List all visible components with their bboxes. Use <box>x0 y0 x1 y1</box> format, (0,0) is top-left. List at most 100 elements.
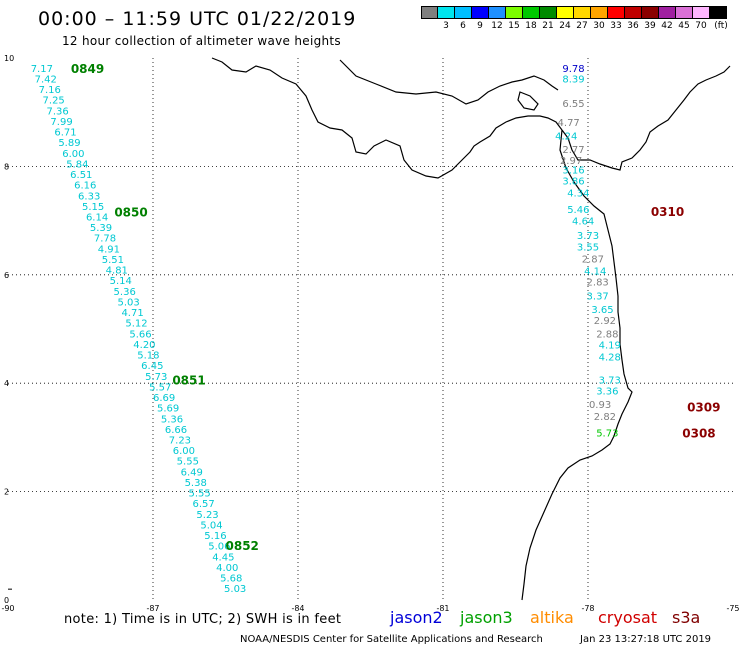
coastal-value-label: 2.97 <box>560 156 582 167</box>
y-tick-label: 4 <box>4 379 9 388</box>
color-scale-swatch <box>506 6 523 19</box>
track-value-label: 7.78 <box>94 234 116 245</box>
coastal-value-label: 4.64 <box>572 217 594 228</box>
track-value-label: 5.57 <box>149 382 171 393</box>
track-value-label: 4.81 <box>106 266 128 277</box>
track-value-label: 5.68 <box>220 574 242 585</box>
track-value-label: 5.66 <box>129 329 151 340</box>
axis-ticks: -90 -87 -84 -81 -78 -75 0 2 4 6 8 10 <box>1 54 739 613</box>
satellite-legend-jason3: jason3 <box>460 608 513 627</box>
jason3-track-values: 7.177.427.167.257.367.996.715.896.005.84… <box>31 64 247 595</box>
coastal-time-label: 0308 <box>682 427 715 441</box>
track-value-label: 5.06 <box>208 542 230 553</box>
track-value-label: 5.73 <box>145 372 167 383</box>
color-scale-label: 3 <box>443 21 449 31</box>
coastal-value-label: 3.73 <box>599 375 621 386</box>
coastal-value-label: 3.16 <box>562 166 584 177</box>
satellite-legend-cryosat: cryosat <box>598 608 658 627</box>
coastal-value-label: 4.19 <box>599 340 621 351</box>
color-scale-label: 70 <box>695 21 707 31</box>
track-value-label: 5.03 <box>224 584 246 595</box>
color-scale-swatch <box>710 6 727 19</box>
track-value-label: 5.84 <box>66 159 88 170</box>
track-time-label: 0851 <box>172 373 205 387</box>
color-scale-swatches <box>421 6 727 19</box>
color-scale-swatch <box>574 6 591 19</box>
track-value-label: 7.99 <box>50 117 72 128</box>
track-value-label: 5.15 <box>82 202 104 213</box>
color-scale-swatch <box>472 6 489 19</box>
color-scale-label: 36 <box>627 21 639 31</box>
coastline-colombia <box>521 129 633 601</box>
coastal-value-label: 9.78 <box>562 64 584 75</box>
color-scale-label: 18 <box>525 21 537 31</box>
coastal-value-label: 3.55 <box>577 243 599 254</box>
x-tick-label: -81 <box>436 604 449 613</box>
color-scale-label: 12 <box>491 21 503 31</box>
coastal-value-label: 2.88 <box>596 329 618 340</box>
track-value-label: 5.69 <box>157 404 179 415</box>
satellite-legend-jason2: jason2 <box>390 608 443 627</box>
color-scale-swatch <box>642 6 659 19</box>
track-value-label: 7.36 <box>46 106 68 117</box>
island-coast <box>517 91 539 111</box>
color-scale-swatch <box>421 6 438 19</box>
coastal-value-label: 4.24 <box>555 132 577 143</box>
coastal-value-label: 4.77 <box>558 118 580 129</box>
color-scale-swatch <box>625 6 642 19</box>
track-value-label: 6.00 <box>62 149 84 160</box>
color-scale-swatch <box>523 6 540 19</box>
track-value-label: 4.20 <box>133 340 155 351</box>
color-scale-label: 9 <box>477 21 483 31</box>
coastal-value-label: 2.92 <box>594 316 616 327</box>
color-scale-swatch <box>438 6 455 19</box>
track-value-label: 6.45 <box>141 361 163 372</box>
track-value-label: 7.23 <box>169 435 191 446</box>
track-time-label: 0849 <box>71 62 104 76</box>
coastal-value-label: 2.87 <box>582 255 604 266</box>
track-value-label: 4.71 <box>121 308 143 319</box>
coastal-value-label: 5.46 <box>567 205 589 216</box>
track-value-label: 5.55 <box>189 489 211 500</box>
color-scale-swatch <box>540 6 557 19</box>
map-subtitle: 12 hour collection of altimeter wave hei… <box>62 34 341 48</box>
coastal-value-label: 3.36 <box>596 386 618 397</box>
color-scale-label: 24 <box>559 21 571 31</box>
track-value-label: 6.51 <box>70 170 92 181</box>
credit-text: NOAA/NESDIS Center for Satellite Applica… <box>240 634 543 645</box>
y-tick-label: 2 <box>4 488 9 497</box>
track-time-label: 0852 <box>226 539 259 553</box>
coastal-value-label: 3.65 <box>591 305 613 316</box>
coastal-value-label: 3.37 <box>587 291 609 302</box>
color-scale-swatch <box>608 6 625 19</box>
y-tick-label: 0 <box>4 596 9 605</box>
satellite-legend-s3a: s3a <box>672 608 701 627</box>
color-scale-label: 21 <box>542 21 554 31</box>
track-value-label: 5.38 <box>185 478 207 489</box>
coastal-value-label: 6.55 <box>562 99 584 110</box>
jason3-track-times: 0849 0850 0851 0852 <box>71 62 259 553</box>
coastal-value-label: 2.77 <box>562 145 584 156</box>
track-value-label: 6.66 <box>165 425 187 436</box>
track-value-label: 6.14 <box>86 213 108 224</box>
track-value-label: 6.00 <box>173 446 195 457</box>
coastal-track-times: 0310 0309 0308 <box>651 205 721 441</box>
coastal-value-label: 2.83 <box>587 277 609 288</box>
color-scale-label: 30 <box>593 21 605 31</box>
coastal-value-label: 4.34 <box>567 189 589 200</box>
track-value-label: 5.36 <box>114 287 136 298</box>
x-tick-label: -84 <box>291 604 304 613</box>
track-value-label: 5.89 <box>58 138 80 149</box>
coastal-value-label: 2.82 <box>594 412 616 423</box>
y-tick-label: 8 <box>4 162 9 171</box>
track-value-label: 5.04 <box>200 520 222 531</box>
coastal-track-values: 9.788.39 6.55 4.77 4.24 2.772.973.163.864.34… <box>555 64 621 440</box>
track-value-label: 5.36 <box>161 414 183 425</box>
coastal-value-label: 4.28 <box>599 353 621 364</box>
track-value-label: 5.03 <box>118 297 140 308</box>
x-tick-label: -75 <box>726 604 739 613</box>
satellite-legend-altika: altika <box>530 608 574 627</box>
x-tick-label: -87 <box>146 604 159 613</box>
color-scale-label: 45 <box>678 21 690 31</box>
